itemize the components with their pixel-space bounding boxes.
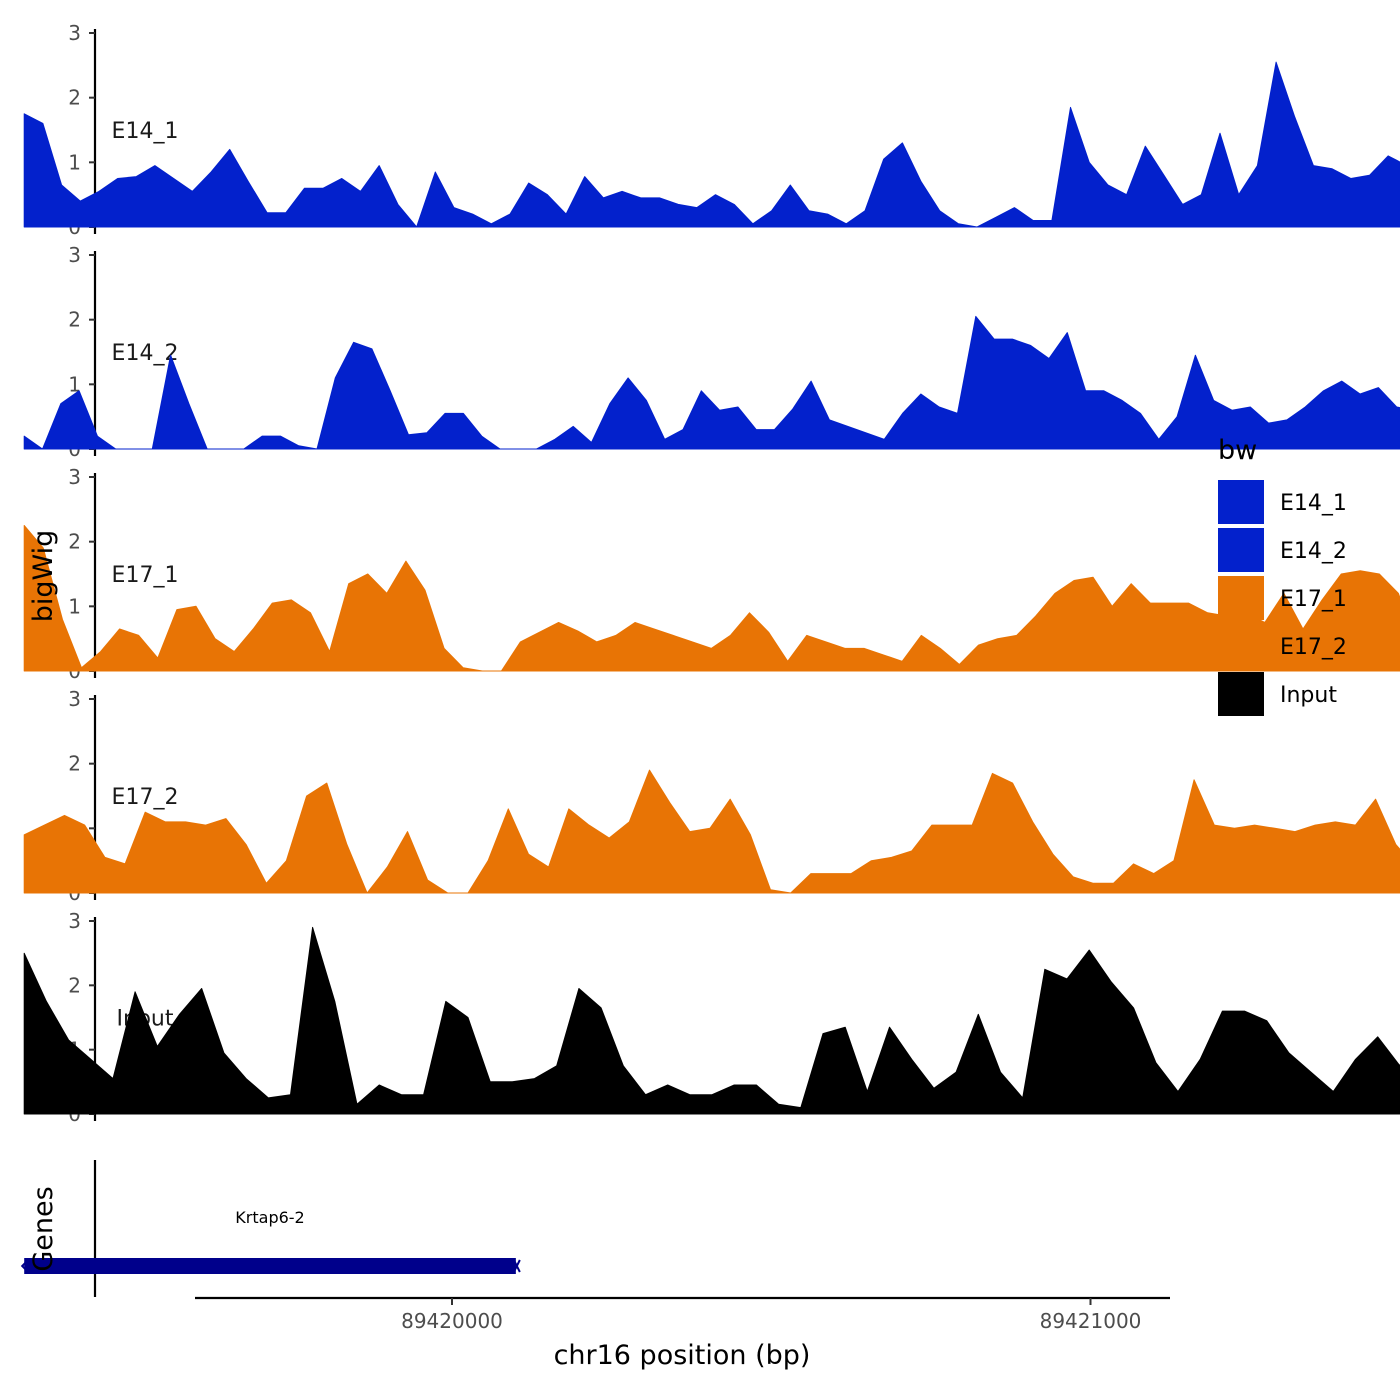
y-tick-label: 2 xyxy=(68,752,81,776)
legend-label: E17_1 xyxy=(1280,587,1347,612)
legend-title: bw xyxy=(1218,435,1257,466)
legend-label: E14_1 xyxy=(1280,491,1347,516)
signal-area xyxy=(23,926,1400,1115)
y-tick-label: 3 xyxy=(68,243,81,267)
track-label: E17_1 xyxy=(112,563,179,588)
y-axis-title: bigWig xyxy=(28,530,59,623)
gene-strand-arrow xyxy=(512,1259,521,1273)
legend-swatch xyxy=(1218,480,1264,524)
track-E14_2: 0123E14_2 xyxy=(23,243,1400,461)
y-tick-label: 2 xyxy=(68,530,81,554)
legend-label: Input xyxy=(1280,683,1337,708)
y-tick-label: 2 xyxy=(68,308,81,332)
genes-track-title: Genes xyxy=(28,1186,59,1271)
legend-swatch xyxy=(1218,528,1264,572)
legend-swatch xyxy=(1218,576,1264,620)
track-label: E14_1 xyxy=(112,119,179,144)
track-E17_1: 0123E17_1 xyxy=(23,465,1400,683)
signal-area xyxy=(23,525,1400,672)
signal-area xyxy=(23,769,1400,894)
legend: bw E14_1 E14_2 E17_1 E17_2 Input xyxy=(1218,435,1347,716)
track-Input: 0123Input xyxy=(23,909,1400,1126)
track-label: E17_2 xyxy=(112,785,179,810)
y-tick-label: 1 xyxy=(68,150,81,174)
y-tick-label: 1 xyxy=(68,594,81,618)
y-tick-label: 2 xyxy=(68,86,81,110)
genes-track: Krtap6-2 xyxy=(20,1160,521,1297)
y-tick-label: 1 xyxy=(68,372,81,396)
legend-label: E14_2 xyxy=(1280,539,1347,564)
x-tick-label: 89420000 xyxy=(401,1309,503,1333)
track-E17_2: 0123E17_2 xyxy=(23,687,1400,905)
legend-swatch xyxy=(1218,672,1264,716)
tracks-layer: 0123E14_10123E14_20123E17_10123E17_20123… xyxy=(23,21,1400,1126)
y-tick-label: 3 xyxy=(68,909,81,933)
y-tick-label: 2 xyxy=(68,973,81,997)
gene-body xyxy=(24,1258,516,1274)
signal-area xyxy=(23,61,1400,228)
signal-area xyxy=(23,315,1400,450)
x-axis-title: chr16 position (bp) xyxy=(554,1340,811,1371)
gene-strand-arrow xyxy=(20,1259,29,1273)
x-tick-label: 89421000 xyxy=(1040,1309,1142,1333)
y-tick-label: 3 xyxy=(68,21,81,45)
legend-label: E17_2 xyxy=(1280,635,1347,660)
y-tick-label: 3 xyxy=(68,687,81,711)
x-axis: 894200008942100089422000 xyxy=(195,1296,1170,1333)
track-label: E14_2 xyxy=(112,341,179,366)
track-E14_1: 0123E14_1 xyxy=(23,21,1400,239)
y-tick-label: 3 xyxy=(68,465,81,489)
gene-label: Krtap6-2 xyxy=(235,1208,304,1227)
legend-swatch xyxy=(1218,624,1264,668)
